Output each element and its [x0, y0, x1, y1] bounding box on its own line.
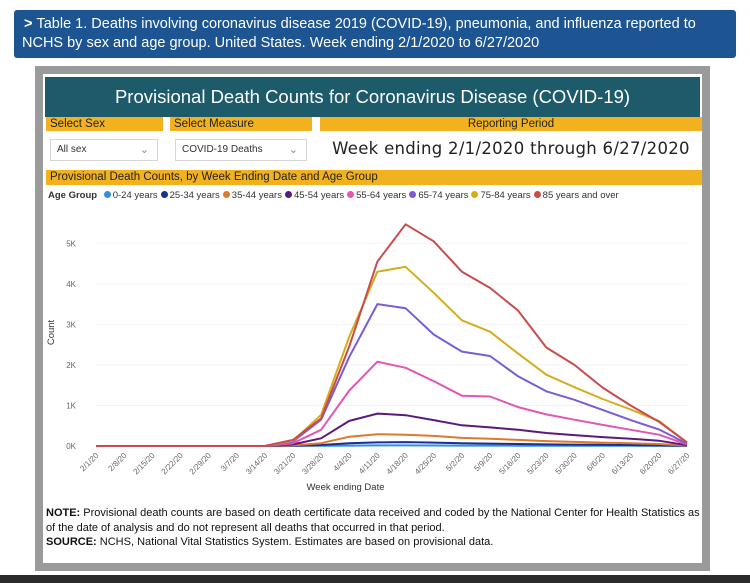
legend-item[interactable]: 35-44 years	[222, 190, 282, 201]
x-tick-label: 3/14/20	[244, 451, 270, 477]
x-tick-label: 6/6/20	[585, 451, 607, 473]
chart-section-label: Provisional Death Counts, by Week Ending…	[46, 170, 702, 185]
line-chart: 0K 1K 2K 3K 4K 5K 2/1/20 2/8/20 2/15/20 2/22/20 2/…	[46, 223, 692, 493]
legend-dot-icon	[409, 190, 417, 198]
legend-title: Age Group	[48, 190, 98, 201]
legend-dot-icon	[222, 190, 230, 198]
bottom-bar	[0, 575, 750, 583]
x-tick-label: 2/1/20	[78, 451, 100, 473]
select-sex-dropdown[interactable]: All sex ⌄	[50, 139, 158, 161]
legend-dot-icon	[533, 190, 541, 198]
reporting-period-label: Reporting Period	[320, 117, 702, 131]
legend-dot-icon	[284, 190, 292, 198]
legend-dot-icon	[471, 190, 479, 198]
x-tick-label: 6/27/20	[666, 451, 692, 477]
legend-item[interactable]: 55-64 years	[347, 190, 406, 201]
y-tick-label: 5K	[66, 239, 76, 248]
legend-label: 35-44 years	[231, 190, 282, 201]
x-tick-label: 5/23/20	[525, 451, 551, 477]
series-line	[96, 412, 688, 447]
series-line	[96, 265, 688, 447]
source-label: SOURCE:	[46, 536, 97, 548]
x-tick-label: 2/8/20	[106, 451, 128, 473]
legend-item[interactable]: 0-24 years	[103, 190, 158, 201]
x-tick-label: 3/21/20	[272, 451, 298, 477]
legend-item[interactable]: 65-74 years	[409, 190, 468, 201]
note-label: NOTE:	[46, 507, 81, 519]
source-text: NCHS, National Vital Statistics System. …	[96, 536, 494, 548]
x-tick-label: 5/16/20	[497, 451, 523, 477]
legend-label: 0-24 years	[112, 190, 158, 201]
chevron-right-icon: >	[24, 16, 33, 32]
x-tick-label: 6/13/20	[610, 451, 636, 477]
table-header[interactable]: > Table 1. Deaths involving coronavirus d…	[14, 10, 736, 58]
y-tick-label: 3K	[66, 320, 76, 329]
select-measure-value: COVID-19 Deaths	[182, 144, 263, 155]
legend-dot-icon	[160, 190, 168, 198]
select-sex-label: Select Sex	[46, 117, 163, 131]
footnote: NOTE: Provisional death counts are based…	[46, 506, 702, 550]
chevron-down-icon: ⌄	[288, 144, 298, 156]
x-tick-label: 2/15/20	[131, 451, 157, 477]
y-axis-title: Count	[46, 319, 57, 345]
series-line	[96, 360, 688, 447]
x-tick-label: 5/30/20	[554, 451, 580, 477]
note-text: Provisional death counts are based on de…	[46, 507, 700, 534]
y-tick-label: 4K	[66, 280, 76, 289]
x-tick-label: 6/20/20	[638, 451, 664, 477]
legend-item[interactable]: 25-34 years	[160, 190, 220, 201]
chevron-down-icon: ⌄	[139, 144, 149, 156]
x-axis-title: Week ending Date	[307, 482, 385, 493]
legend-label: 55-64 years	[356, 190, 407, 201]
x-tick-label: 4/11/20	[357, 451, 382, 476]
x-tick-label: 4/25/20	[413, 451, 439, 477]
y-tick-label: 0K	[66, 442, 76, 451]
legend-item[interactable]: 75-84 years	[471, 190, 531, 201]
series-line	[96, 223, 688, 447]
x-tick-label: 2/22/20	[160, 451, 186, 477]
select-sex-value: All sex	[57, 144, 87, 155]
legend-label: 25-34 years	[169, 190, 220, 201]
legend-dot-icon	[103, 190, 111, 198]
select-measure-label: Select Measure	[170, 117, 312, 131]
legend-label: 75-84 years	[480, 190, 531, 201]
x-tick-label: 2/29/20	[188, 451, 214, 477]
y-tick-label: 2K	[66, 361, 76, 370]
x-tick-label: 3/28/20	[300, 451, 326, 477]
x-tick-label: 3/7/20	[219, 451, 241, 473]
y-tick-label: 1K	[66, 401, 76, 410]
dashboard-title: Provisional Death Counts for Coronavirus…	[45, 77, 700, 117]
legend-item[interactable]: 45-54 years	[284, 190, 345, 201]
x-tick-label: 5/2/20	[444, 451, 466, 473]
reporting-period-value: Week ending 2/1/2020 through 6/27/2020	[320, 131, 702, 167]
legend-label: 65-74 years	[418, 190, 469, 201]
legend-item[interactable]: 85 years and over	[533, 190, 619, 201]
x-tick-label: 5/9/20	[472, 451, 494, 473]
legend-dot-icon	[347, 190, 355, 198]
legend-label: 45-54 years	[293, 190, 345, 201]
chart-legend: Age Group 0-24 years 25-34 years 35-44 yea…	[48, 190, 622, 201]
x-tick-label: 4/18/20	[385, 451, 411, 477]
table-header-text: Table 1. Deaths involving coronavirus di…	[22, 16, 696, 51]
x-tick-label: 4/4/20	[332, 451, 354, 473]
legend-label: 85 years and over	[542, 190, 619, 201]
select-measure-dropdown[interactable]: COVID-19 Deaths ⌄	[175, 139, 307, 161]
